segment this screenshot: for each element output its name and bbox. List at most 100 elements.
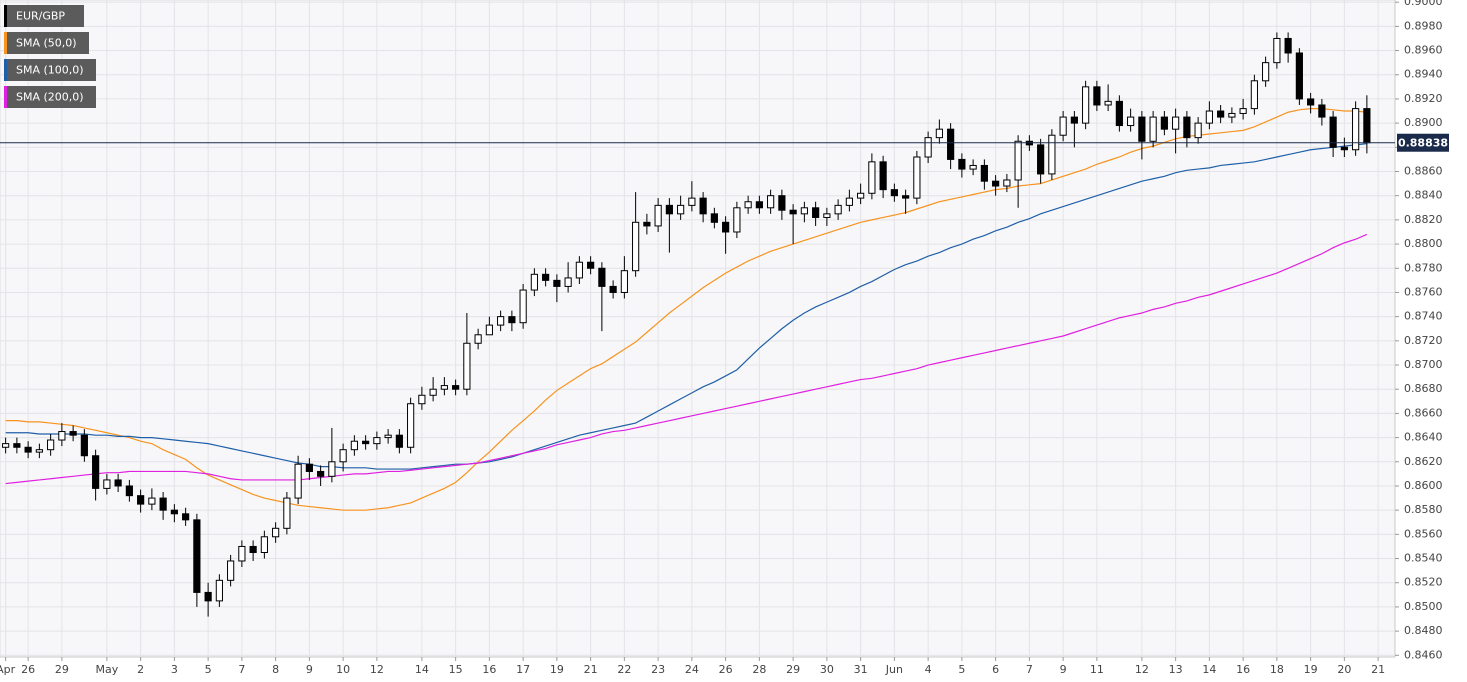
legend-box bbox=[4, 86, 96, 108]
candle-body bbox=[834, 204, 842, 215]
candle-body bbox=[35, 449, 43, 453]
x-tick-label: 15 bbox=[449, 663, 463, 676]
legend-item: SMA (50,0) bbox=[4, 32, 89, 54]
candle-body bbox=[1183, 116, 1191, 139]
y-tick-label: 0.8560 bbox=[1404, 527, 1443, 540]
candle-body bbox=[170, 509, 178, 515]
x-tick-label: 19 bbox=[550, 663, 564, 676]
candle-body bbox=[688, 197, 696, 206]
y-tick-label: 0.8720 bbox=[1404, 334, 1443, 347]
candle-body bbox=[935, 128, 943, 139]
y-tick-label: 0.8660 bbox=[1404, 406, 1443, 419]
candle-body bbox=[575, 261, 583, 279]
x-tick-label: 10 bbox=[336, 663, 350, 676]
candle-body bbox=[1239, 108, 1247, 114]
candle-body bbox=[812, 207, 820, 218]
candle-body bbox=[215, 579, 223, 602]
candle-body bbox=[463, 342, 471, 390]
legend-swatch bbox=[4, 86, 7, 108]
sma-line bbox=[5, 233, 1368, 485]
candle-body bbox=[609, 285, 617, 293]
candle-body bbox=[947, 128, 955, 160]
grid bbox=[0, 0, 1395, 657]
y-tick-label: 0.8680 bbox=[1404, 382, 1443, 395]
candle-body bbox=[654, 204, 662, 227]
candle-body bbox=[440, 385, 448, 390]
candle-body bbox=[665, 204, 673, 215]
x-tick-label: May bbox=[96, 663, 119, 676]
last-price-label: 0.88838 bbox=[1398, 137, 1448, 150]
x-tick-label: 16 bbox=[482, 663, 496, 676]
candle-body bbox=[1307, 98, 1315, 106]
candle-body bbox=[924, 137, 932, 158]
candle-body bbox=[969, 164, 977, 170]
candle-body bbox=[418, 394, 426, 405]
legend-box bbox=[4, 5, 84, 27]
candle-body bbox=[1205, 110, 1213, 124]
candle-body bbox=[823, 213, 831, 218]
candle-body bbox=[58, 431, 66, 441]
x-tick-label: 12 bbox=[370, 663, 384, 676]
candle-body bbox=[1003, 179, 1011, 187]
candle-body bbox=[350, 440, 358, 451]
candle-body bbox=[283, 497, 291, 529]
y-tick-label: 0.8760 bbox=[1404, 285, 1443, 298]
candle-body bbox=[632, 221, 640, 272]
y-tick-label: 0.8980 bbox=[1404, 19, 1443, 32]
candle-body bbox=[710, 213, 718, 223]
x-tick-label: 14 bbox=[415, 663, 429, 676]
candle-body bbox=[845, 197, 853, 206]
candle-body bbox=[868, 161, 876, 194]
candle-body bbox=[1340, 146, 1348, 151]
candle-body bbox=[238, 545, 246, 562]
candle-body bbox=[913, 156, 921, 199]
legend-label: EUR/GBP bbox=[16, 10, 65, 23]
candle-body bbox=[699, 197, 707, 215]
candle-body bbox=[744, 201, 752, 209]
x-tick-label: 31 bbox=[854, 663, 868, 676]
y-tick-label: 0.8940 bbox=[1404, 68, 1443, 81]
x-tick-label: 21 bbox=[1371, 663, 1385, 676]
candle-body bbox=[530, 273, 538, 291]
candle-body bbox=[373, 437, 381, 445]
candle-body bbox=[1273, 37, 1281, 64]
candle-body bbox=[677, 204, 685, 215]
x-tick-label: 5 bbox=[958, 663, 965, 676]
candle-body bbox=[485, 324, 493, 336]
x-tick-label: 9 bbox=[306, 663, 313, 676]
legend-item: SMA (100,0) bbox=[4, 59, 96, 81]
candle-body bbox=[1217, 110, 1225, 118]
candle-body bbox=[272, 527, 280, 538]
candle-body bbox=[992, 180, 1000, 187]
y-tick-label: 0.8500 bbox=[1404, 600, 1443, 613]
x-tick-label: 29 bbox=[55, 663, 69, 676]
candle-body bbox=[1262, 62, 1270, 82]
x-tick-label: 30 bbox=[820, 663, 834, 676]
y-tick-label: 0.8640 bbox=[1404, 431, 1443, 444]
y-tick-label: 0.8480 bbox=[1404, 624, 1443, 637]
y-tick-label: 0.8840 bbox=[1404, 189, 1443, 202]
x-tick-label: 7 bbox=[1026, 663, 1033, 676]
candle-body bbox=[249, 545, 257, 553]
candle-body bbox=[294, 463, 302, 499]
candle-body bbox=[80, 434, 88, 457]
candle-body bbox=[980, 164, 988, 182]
candle-body bbox=[92, 455, 100, 489]
y-tick-label: 0.8600 bbox=[1404, 479, 1443, 492]
candle-body bbox=[1138, 116, 1146, 142]
x-tick-label: 7 bbox=[238, 663, 245, 676]
candle-body bbox=[722, 221, 730, 233]
y-tick-label: 0.8580 bbox=[1404, 503, 1443, 516]
x-tick-label: 14 bbox=[1202, 663, 1216, 676]
candle-body bbox=[519, 289, 527, 324]
x-tick-label: 24 bbox=[685, 663, 699, 676]
candle-body bbox=[1104, 100, 1112, 106]
legend-label: SMA (100,0) bbox=[16, 64, 84, 77]
x-tick-label: 19 bbox=[1304, 663, 1318, 676]
x-tick-label: 18 bbox=[1270, 663, 1284, 676]
candle-body bbox=[114, 479, 122, 487]
candle-body bbox=[204, 591, 212, 602]
x-tick-label: 11 bbox=[1090, 663, 1104, 676]
sma-line bbox=[5, 108, 1367, 511]
candle-body bbox=[24, 446, 32, 453]
